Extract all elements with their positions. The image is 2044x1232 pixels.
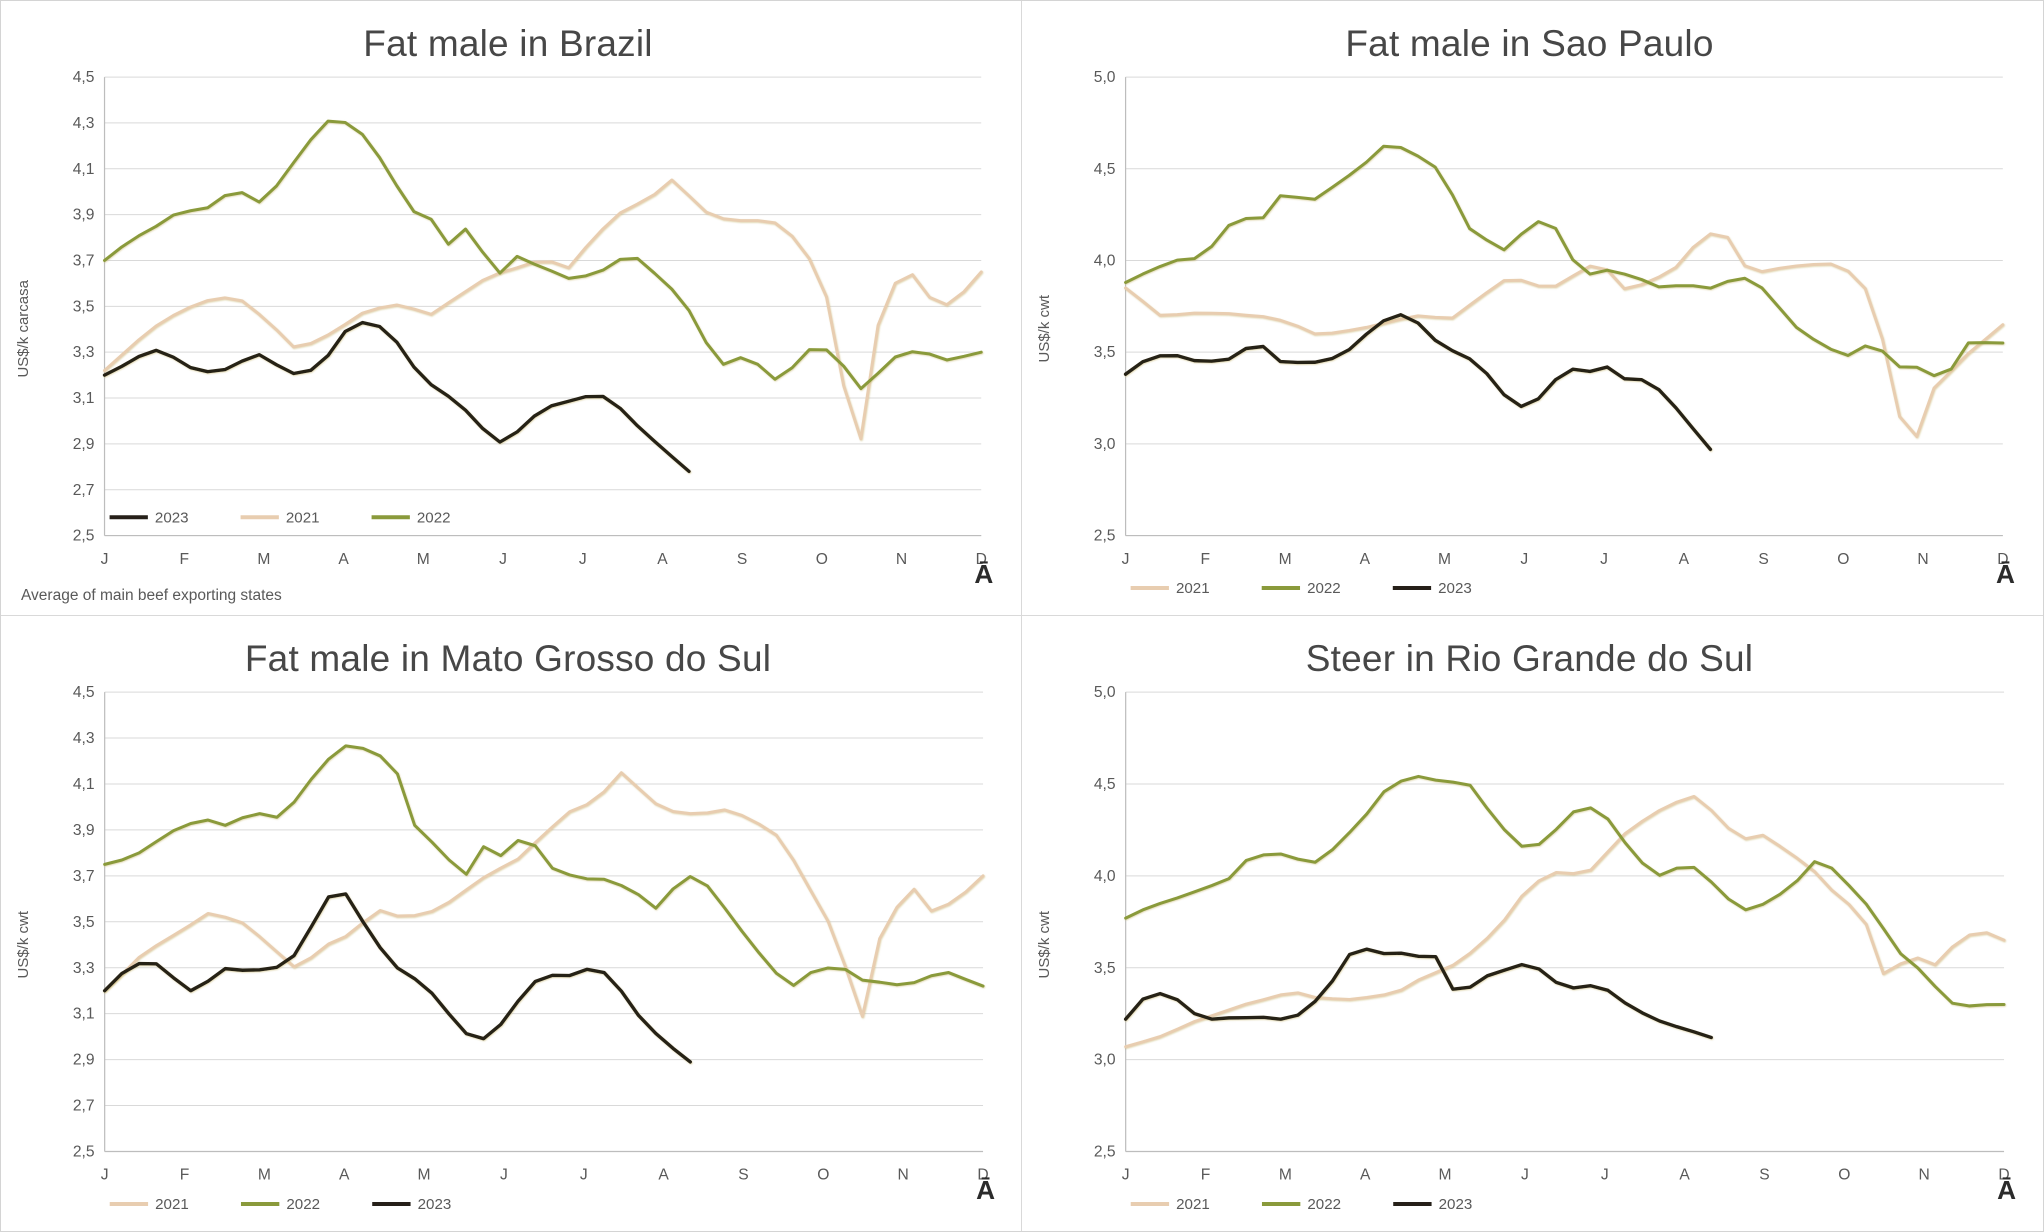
svg-text:3,5: 3,5 (73, 298, 95, 315)
svg-text:F: F (180, 1167, 190, 1184)
svg-text:A: A (658, 1167, 669, 1184)
svg-text:2,9: 2,9 (73, 436, 95, 453)
svg-text:3,5: 3,5 (1094, 960, 1116, 977)
svg-text:N: N (898, 1167, 909, 1184)
svg-text:3,7: 3,7 (73, 253, 95, 270)
svg-text:N: N (1917, 551, 1928, 568)
svg-text:2021: 2021 (286, 509, 320, 526)
svg-text:2,5: 2,5 (1094, 528, 1116, 545)
svg-text:3,5: 3,5 (1094, 344, 1116, 361)
svg-text:M: M (417, 551, 430, 568)
svg-text:3,5: 3,5 (73, 914, 95, 931)
svg-text:A: A (1360, 1167, 1371, 1184)
svg-text:F: F (1201, 1167, 1211, 1184)
svg-text:A: A (1360, 551, 1371, 568)
svg-text:J: J (580, 1167, 588, 1184)
svg-text:J: J (101, 1167, 109, 1184)
svg-text:2023: 2023 (1439, 1196, 1473, 1213)
svg-text:2,5: 2,5 (73, 1144, 95, 1161)
svg-text:2,9: 2,9 (73, 1052, 95, 1069)
svg-text:5,0: 5,0 (1094, 69, 1116, 86)
svg-text:3,3: 3,3 (73, 344, 95, 361)
svg-text:2,7: 2,7 (73, 1098, 95, 1115)
svg-text:M: M (1439, 1167, 1452, 1184)
svg-text:2,7: 2,7 (73, 482, 95, 499)
svg-text:2022: 2022 (286, 1196, 320, 1213)
svg-text:O: O (1838, 1167, 1850, 1184)
svg-text:3,1: 3,1 (73, 1006, 95, 1023)
svg-text:2023: 2023 (418, 1196, 452, 1213)
svg-text:A: A (1679, 1167, 1690, 1184)
svg-text:J: J (1122, 551, 1130, 568)
svg-text:J: J (1521, 1167, 1529, 1184)
svg-text:4,5: 4,5 (73, 69, 95, 86)
svg-text:2,5: 2,5 (1094, 1144, 1116, 1161)
svg-text:4,1: 4,1 (73, 161, 95, 178)
svg-text:4,5: 4,5 (1094, 776, 1116, 793)
svg-text:3,9: 3,9 (73, 822, 95, 839)
svg-text:M: M (1438, 551, 1451, 568)
svg-text:O: O (817, 1167, 829, 1184)
svg-text:3,7: 3,7 (73, 868, 95, 885)
svg-text:4,3: 4,3 (73, 730, 95, 747)
svg-text:A: A (1679, 551, 1690, 568)
svg-text:2022: 2022 (1307, 580, 1341, 597)
svg-text:A: A (338, 551, 349, 568)
svg-text:O: O (1837, 551, 1849, 568)
svg-text:Ā: Ā (1997, 1175, 2016, 1205)
svg-text:2023: 2023 (1438, 580, 1472, 597)
svg-text:Ā: Ā (976, 1175, 995, 1205)
svg-text:J: J (1601, 1167, 1609, 1184)
svg-text:4,3: 4,3 (73, 115, 95, 132)
svg-text:4,0: 4,0 (1094, 868, 1116, 885)
svg-text:3,0: 3,0 (1094, 1052, 1116, 1069)
svg-text:2022: 2022 (417, 509, 451, 526)
svg-text:4,5: 4,5 (73, 684, 95, 701)
svg-text:F: F (179, 551, 189, 568)
svg-text:4,1: 4,1 (73, 776, 95, 793)
svg-text:S: S (1758, 551, 1768, 568)
svg-text:A: A (657, 551, 668, 568)
svg-text:M: M (418, 1167, 431, 1184)
svg-text:J: J (579, 551, 587, 568)
svg-text:J: J (1520, 551, 1528, 568)
svg-text:F: F (1201, 551, 1211, 568)
svg-text:Ā: Ā (974, 559, 993, 589)
svg-text:M: M (258, 1167, 271, 1184)
svg-text:M: M (1279, 1167, 1292, 1184)
svg-text:3,0: 3,0 (1094, 436, 1116, 453)
svg-text:J: J (1122, 1167, 1130, 1184)
svg-text:J: J (499, 551, 507, 568)
svg-text:4,5: 4,5 (1094, 161, 1116, 178)
svg-text:M: M (1279, 551, 1292, 568)
svg-text:S: S (737, 551, 747, 568)
svg-text:2,5: 2,5 (73, 528, 95, 545)
svg-text:3,9: 3,9 (73, 207, 95, 224)
svg-text:J: J (1600, 551, 1608, 568)
svg-text:2021: 2021 (155, 1196, 189, 1213)
svg-text:2022: 2022 (1307, 1196, 1341, 1213)
svg-text:2021: 2021 (1176, 1196, 1210, 1213)
svg-text:2021: 2021 (1176, 580, 1210, 597)
svg-text:O: O (816, 551, 828, 568)
svg-text:N: N (1919, 1167, 1930, 1184)
svg-text:S: S (738, 1167, 748, 1184)
svg-text:3,1: 3,1 (73, 390, 95, 407)
svg-text:S: S (1759, 1167, 1769, 1184)
svg-text:4,0: 4,0 (1094, 253, 1116, 270)
svg-text:N: N (896, 551, 907, 568)
svg-text:3,3: 3,3 (73, 960, 95, 977)
svg-text:Ā: Ā (1996, 559, 2015, 589)
svg-text:A: A (339, 1167, 350, 1184)
svg-text:5,0: 5,0 (1094, 684, 1116, 701)
svg-text:J: J (500, 1167, 508, 1184)
svg-text:M: M (257, 551, 270, 568)
svg-text:J: J (101, 551, 109, 568)
svg-text:2023: 2023 (155, 509, 189, 526)
